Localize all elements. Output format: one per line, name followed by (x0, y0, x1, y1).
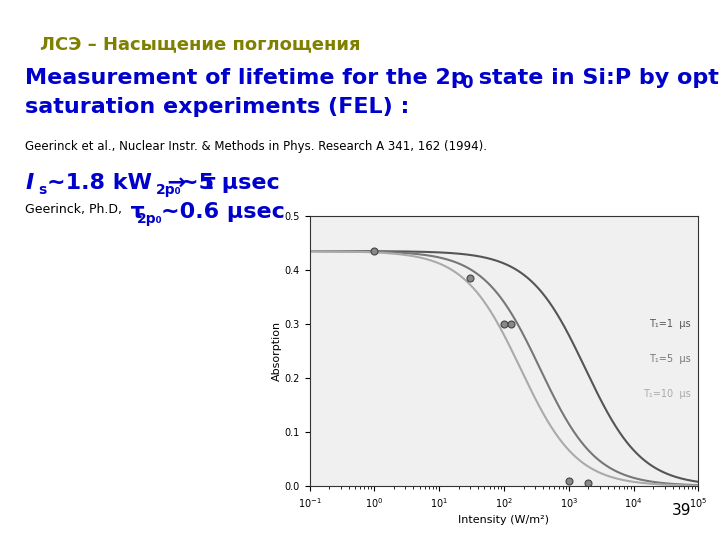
T₁=5  μs (305, 248, 314, 254)
T₁=10  μs (694, 482, 703, 489)
Text: T₁=5  μs: T₁=5 μs (649, 354, 690, 364)
T₁=1  μs (345, 248, 354, 254)
Line: T₁=10  μs: T₁=10 μs (310, 251, 698, 485)
Text: T₁=10  μs: T₁=10 μs (643, 389, 690, 399)
T₁=5  μs (608, 466, 617, 472)
T₁=5  μs (477, 273, 485, 280)
Text: saturation experiments (FEL) :: saturation experiments (FEL) : (25, 97, 410, 117)
Text: Geerinck et al., Nuclear Instr. & Methods in Phys. Research A 341, 162 (1994).: Geerinck et al., Nuclear Instr. & Method… (25, 140, 487, 153)
X-axis label: Intensity (W/m²): Intensity (W/m²) (459, 515, 549, 525)
T₁=10  μs (616, 476, 624, 483)
T₁=1  μs (305, 248, 314, 254)
T₁=1  μs (694, 478, 703, 485)
T₁=5  μs (616, 470, 624, 476)
T₁=10  μs (305, 248, 314, 254)
Y-axis label: Absorption: Absorption (271, 321, 282, 381)
T₁=5  μs (694, 482, 703, 488)
Text: Geerinck, Ph.D,: Geerinck, Ph.D, (25, 202, 122, 215)
Text: 2p₀: 2p₀ (156, 183, 182, 197)
Text: 0: 0 (461, 74, 472, 92)
Text: 39: 39 (672, 503, 691, 518)
T₁=10  μs (477, 294, 485, 300)
T₁=10  μs (608, 474, 617, 481)
Text: 2p₀: 2p₀ (137, 212, 163, 226)
T₁=10  μs (462, 278, 471, 285)
T₁=5  μs (572, 433, 581, 439)
T₁=5  μs (462, 264, 471, 271)
Text: τ: τ (115, 202, 145, 222)
T₁=10  μs (572, 455, 581, 461)
Text: Measurement of lifetime for the 2p: Measurement of lifetime for the 2p (25, 68, 467, 87)
Text: ~1.8 kW  →  τ: ~1.8 kW → τ (47, 173, 216, 193)
Line: T₁=1  μs: T₁=1 μs (310, 251, 698, 482)
Text: T₁=1  μs: T₁=1 μs (649, 319, 690, 329)
Text: s: s (38, 183, 46, 197)
Text: ~5 μsec: ~5 μsec (180, 173, 280, 193)
T₁=1  μs (572, 347, 581, 354)
Text: I: I (25, 173, 33, 193)
Line: T₁=5  μs: T₁=5 μs (310, 251, 698, 485)
T₁=1  μs (477, 253, 485, 260)
Text: ~0.6 μsec: ~0.6 μsec (161, 202, 284, 222)
T₁=1  μs (616, 429, 624, 436)
T₁=1  μs (608, 418, 617, 425)
T₁=5  μs (345, 248, 354, 254)
T₁=10  μs (345, 248, 354, 255)
Text: state in Si:P by optical: state in Si:P by optical (471, 68, 720, 87)
Text: ЛСЭ – Насыщение поглощения: ЛСЭ – Насыщение поглощения (40, 35, 360, 53)
T₁=1  μs (462, 251, 471, 258)
